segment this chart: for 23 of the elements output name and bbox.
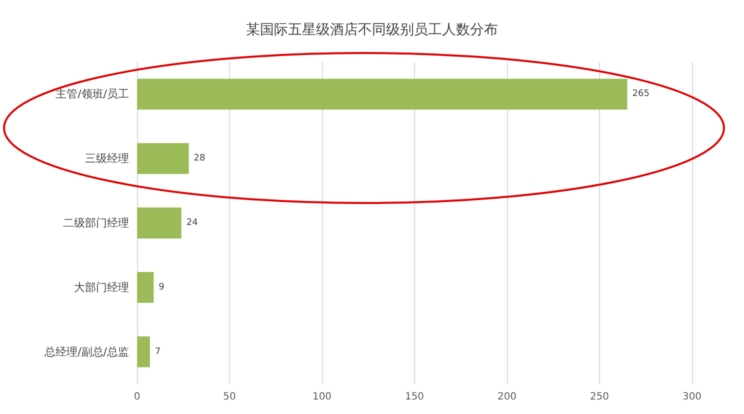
data-label: 7 — [154, 346, 161, 357]
x-tick-label: 250 — [590, 392, 610, 402]
bar — [137, 143, 189, 174]
x-tick-label: 300 — [682, 392, 702, 402]
data-label: 24 — [186, 218, 198, 228]
y-tick-label: 主管/领班/员工 — [56, 88, 129, 101]
x-tick-label: 50 — [223, 392, 236, 402]
y-tick-label: 总经理/副总/总监 — [44, 345, 129, 358]
x-tick-label: 0 — [134, 392, 140, 402]
data-label: 28 — [194, 154, 206, 164]
x-tick-label: 150 — [404, 392, 424, 402]
bar — [137, 78, 628, 110]
x-tick-label: 100 — [312, 392, 332, 402]
x-tick-label: 200 — [497, 392, 517, 402]
y-tick-label: 三级经理 — [85, 152, 129, 166]
data-label: 265 — [632, 89, 650, 100]
bar — [137, 208, 182, 238]
bar — [137, 336, 150, 368]
data-label: 9 — [158, 282, 165, 292]
y-tick-label: 二级部门经理 — [63, 216, 129, 230]
y-tick-label: 大部门经理 — [74, 280, 129, 294]
chart-title: 某国际五星级酒店不同级别员工人数分布 — [246, 22, 498, 38]
bar — [137, 272, 154, 303]
